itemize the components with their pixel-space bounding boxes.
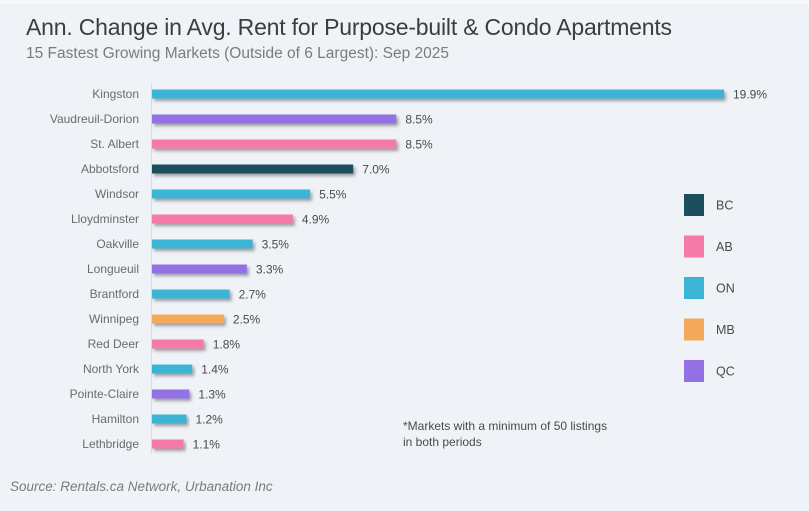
value-label: 4.9% — [302, 213, 330, 227]
category-label: Hamilton — [92, 412, 139, 426]
bar-hamilton — [152, 414, 187, 424]
value-label: 19.9% — [733, 88, 767, 102]
legend-item-on: ON — [684, 277, 735, 299]
bar-pointe-claire — [152, 389, 190, 399]
legend-label: ON — [716, 282, 735, 296]
legend-item-ab: AB — [684, 235, 733, 258]
category-label: Windsor — [95, 187, 139, 201]
legend-item-mb: MB — [684, 318, 735, 341]
value-label: 1.1% — [193, 438, 221, 452]
value-label: 8.5% — [405, 138, 433, 152]
category-label: Oakville — [96, 237, 139, 251]
legend-swatch — [684, 277, 704, 299]
legend-item-bc: BC — [684, 194, 733, 216]
value-label: 1.2% — [195, 413, 223, 427]
category-label: Abbotsford — [81, 162, 139, 176]
value-label: 1.3% — [198, 388, 226, 402]
legend-label: MB — [716, 323, 735, 337]
bar-abbotsford — [152, 164, 354, 174]
category-label: Pointe-Claire — [70, 387, 140, 401]
legend-label: AB — [716, 240, 733, 254]
chart-subtitle: 15 Fastest Growing Markets (Outside of 6… — [26, 45, 450, 62]
legend-swatch — [684, 235, 704, 258]
bar-red-deer — [152, 339, 204, 349]
footnote: *Markets with a minimum of 50 listings i… — [403, 419, 608, 449]
category-label: Red Deer — [88, 337, 139, 351]
legend-label: QC — [716, 365, 735, 379]
category-label: Lethbridge — [82, 437, 139, 451]
source-note: Source: Rentals.ca Network, Urbanation I… — [10, 479, 273, 494]
bar-oakville — [152, 239, 253, 249]
bar-longueuil — [152, 264, 247, 274]
legend-swatch — [684, 194, 704, 216]
legend-item-qc: QC — [684, 360, 735, 382]
top-strip — [0, 0, 809, 4]
category-label: Lloydminster — [71, 212, 139, 226]
bar-winnipeg — [152, 314, 224, 324]
category-label: Winnipeg — [89, 312, 139, 326]
value-label: 2.7% — [239, 288, 267, 302]
value-label: 3.3% — [256, 263, 284, 277]
chart-title: Ann. Change in Avg. Rent for Purpose-bui… — [26, 14, 672, 40]
category-label: North York — [83, 362, 140, 376]
value-label: 2.5% — [233, 313, 261, 327]
bar-lethbridge — [152, 439, 184, 449]
value-label: 3.5% — [262, 238, 290, 252]
legend-swatch — [684, 318, 704, 341]
category-label: Kingston — [92, 87, 139, 101]
legend-label: BC — [716, 199, 733, 213]
value-label: 7.0% — [362, 163, 390, 177]
bar-vaudreuil-dorion — [152, 114, 397, 124]
value-label: 1.8% — [213, 338, 241, 352]
value-label: 5.5% — [319, 188, 347, 202]
category-label: Vaudreuil-Dorion — [50, 112, 139, 126]
category-label: Brantford — [90, 287, 139, 301]
bar-st-albert — [152, 139, 397, 149]
bar-lloydminster — [152, 214, 293, 224]
category-label: St. Albert — [90, 137, 139, 151]
bar-north-york — [152, 364, 193, 374]
bar-kingston — [152, 89, 724, 99]
bar-brantford — [152, 289, 230, 299]
legend-swatch — [684, 360, 704, 382]
value-label: 1.4% — [201, 363, 229, 377]
category-label: Longueuil — [87, 262, 139, 276]
bar-windsor — [152, 189, 311, 199]
value-label: 8.5% — [405, 113, 433, 127]
